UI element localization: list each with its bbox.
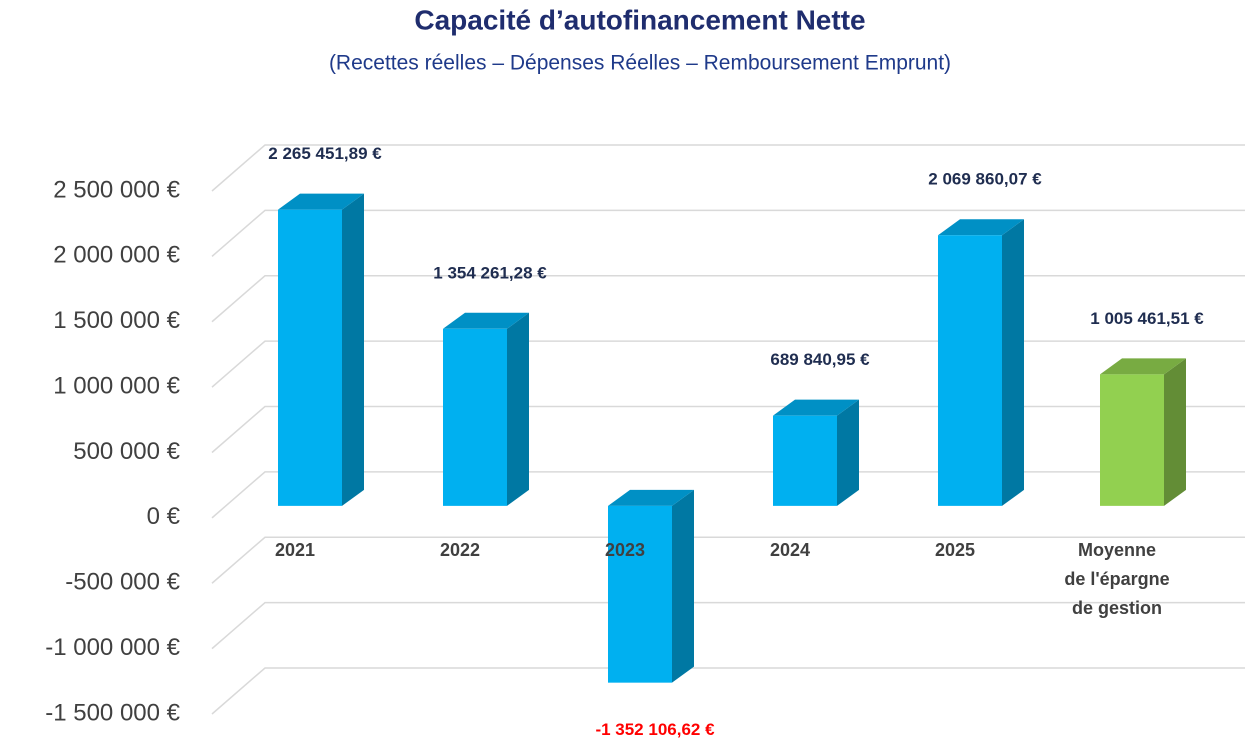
y-tick-label: 2 000 000 € bbox=[53, 242, 180, 269]
x-tick-label: 2022 bbox=[439, 539, 481, 560]
x-tick-label: 2021 bbox=[274, 539, 316, 560]
bar bbox=[278, 209, 342, 506]
y-tick-label: -500 000 € bbox=[65, 569, 180, 596]
grid-line bbox=[211, 209, 1245, 257]
y-tick-label: 2 500 000 € bbox=[53, 176, 180, 203]
y-tick-label: -1 000 000 € bbox=[45, 634, 180, 661]
x-tick-label: 2024 bbox=[769, 539, 811, 560]
y-tick-label: 1 000 000 € bbox=[53, 372, 180, 399]
y-tick-label: 500 000 € bbox=[73, 438, 180, 465]
chart-subtitle: (Recettes réelles – Dépenses Réelles – R… bbox=[329, 52, 951, 75]
bar-top bbox=[938, 219, 1024, 236]
bar-side bbox=[1002, 219, 1024, 506]
data-label: 2 069 860,07 € bbox=[928, 170, 1042, 189]
bar-side bbox=[1164, 358, 1186, 506]
bar-top bbox=[443, 312, 529, 329]
data-label: 2 265 451,89 € bbox=[268, 144, 382, 163]
data-label: -1 352 106,62 € bbox=[595, 720, 715, 739]
bar bbox=[443, 328, 507, 506]
bar-top bbox=[1100, 358, 1186, 375]
bar-top bbox=[773, 399, 859, 416]
x-tick-label: 2023 bbox=[604, 539, 646, 560]
bar-side bbox=[672, 489, 694, 683]
bar-top bbox=[608, 489, 694, 506]
bar bbox=[608, 505, 672, 683]
y-tick-label: 0 € bbox=[147, 503, 181, 530]
chart-title: Capacité d’autofinancement Nette bbox=[414, 4, 865, 35]
bar-side bbox=[837, 399, 859, 506]
y-tick-label: -1 500 000 € bbox=[45, 699, 180, 726]
data-label: 689 840,95 € bbox=[770, 350, 870, 369]
bar bbox=[938, 235, 1002, 506]
grid-line bbox=[211, 275, 1245, 323]
grid-line bbox=[211, 405, 1245, 454]
data-label: 1 005 461,51 € bbox=[1090, 309, 1204, 328]
bar bbox=[773, 415, 837, 506]
grid-line bbox=[211, 471, 1245, 519]
grid-line bbox=[211, 144, 1245, 192]
bar bbox=[1100, 374, 1164, 506]
grid-line bbox=[211, 536, 1245, 584]
bar-top bbox=[278, 193, 364, 210]
y-tick-label: 1 500 000 € bbox=[53, 307, 180, 334]
bar-side bbox=[342, 193, 364, 506]
grid-line bbox=[211, 667, 1245, 715]
x-tick-label: 2025 bbox=[934, 539, 976, 560]
grid-line bbox=[211, 601, 1245, 650]
grid-line bbox=[211, 340, 1245, 388]
data-label: 1 354 261,28 € bbox=[433, 263, 547, 282]
bar-side bbox=[507, 312, 529, 506]
x-tick-label: Moyenne de l'épargne de gestion bbox=[1064, 539, 1170, 618]
